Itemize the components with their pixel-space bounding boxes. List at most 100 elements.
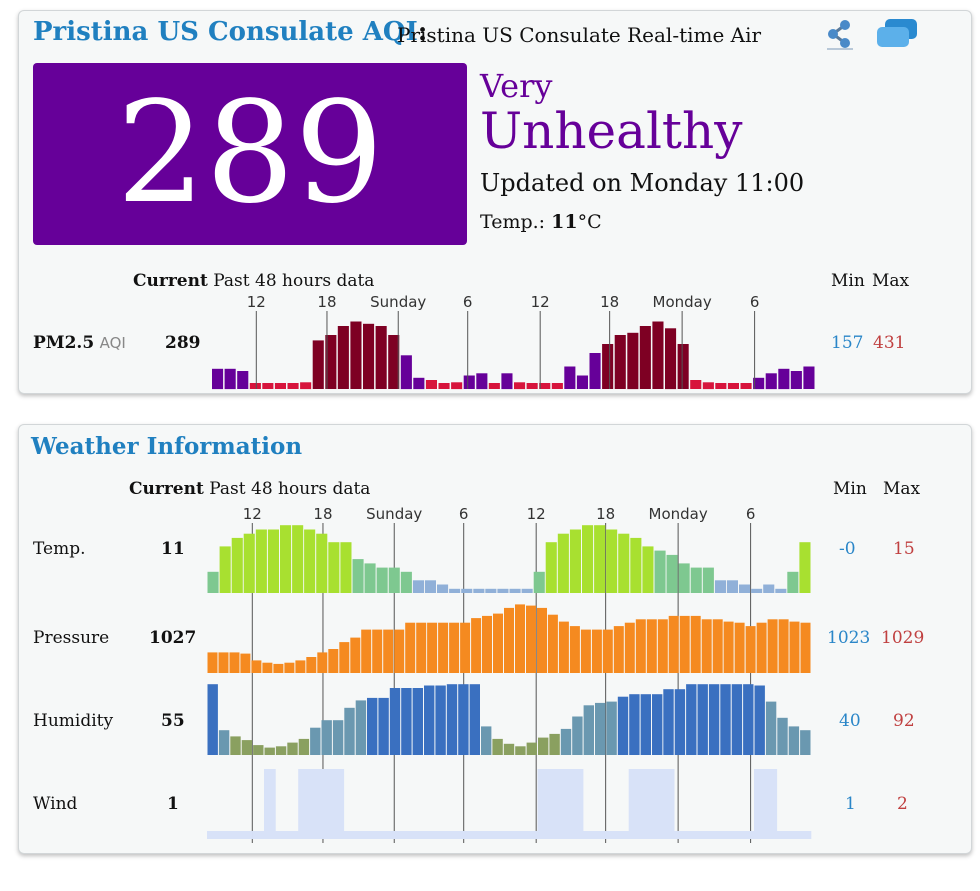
pressure-bar <box>295 660 306 673</box>
wind-bar <box>207 831 219 839</box>
humidity-bar <box>617 696 629 755</box>
temp-bar <box>388 567 400 593</box>
wind-row-max: 2 <box>897 794 908 814</box>
wind-bar <box>355 831 367 839</box>
humidity-bar <box>583 705 594 755</box>
pressure-bar <box>416 622 427 673</box>
wind-bar <box>754 769 766 839</box>
wind-bar <box>765 769 778 839</box>
pressure-bar <box>482 615 492 673</box>
temp-bar <box>328 542 340 593</box>
weather-tick-label: 12 <box>243 505 262 523</box>
pm25-bar <box>627 332 639 390</box>
humidity-bar <box>560 728 572 755</box>
humidity-bar <box>731 684 743 755</box>
pressure-bar <box>317 652 328 673</box>
pressure-bar <box>328 649 339 673</box>
header-max: Max <box>872 271 910 291</box>
weather-tick-label: 6 <box>459 505 469 523</box>
embed-widget-icon[interactable] <box>875 17 921 55</box>
temp-bar <box>557 533 569 593</box>
wind-bar <box>651 769 664 839</box>
pm25-tick-label: 18 <box>317 293 336 311</box>
pm25-bar <box>727 383 739 389</box>
pressure-bar <box>789 621 800 673</box>
pressure-bar <box>591 629 602 673</box>
wind-bar <box>377 831 390 839</box>
pressure-bar <box>668 615 679 673</box>
temp-bar <box>726 580 738 593</box>
temp-bar <box>364 563 376 593</box>
share-icon[interactable] <box>823 17 857 55</box>
pressure-bar <box>240 653 251 673</box>
temp-bar <box>207 571 219 593</box>
humidity-row-current: 55 <box>161 711 185 731</box>
wind-row-current: 1 <box>167 794 179 814</box>
pm25-bar <box>425 380 437 389</box>
wind-row-label: Wind <box>33 794 78 814</box>
temp-bar <box>473 588 485 593</box>
pressure-bar <box>646 619 657 673</box>
pm25-label: PM2.5 AQI <box>33 333 126 353</box>
humidity-bar <box>218 730 230 755</box>
station-title[interactable]: Pristina US Consulate AQI <box>33 17 418 47</box>
humidity-bar <box>378 697 389 755</box>
temp-bar <box>533 571 545 593</box>
humidity-bar <box>481 726 492 755</box>
wind-bar <box>594 831 607 839</box>
temp-bar <box>545 542 557 593</box>
wind-bar <box>719 831 732 839</box>
temp-unit: °C <box>577 211 602 233</box>
pm25-bar <box>790 371 802 389</box>
temp-bar <box>799 542 811 593</box>
wind-bar <box>537 769 550 839</box>
pm25-bar <box>778 368 790 390</box>
weather-tick-label: 6 <box>746 505 756 523</box>
pressure-bar <box>515 604 525 673</box>
pressure-bar <box>723 621 734 673</box>
pressure-bar <box>701 619 712 673</box>
pm25-bar <box>639 326 651 389</box>
weather-header-min: Min <box>833 479 867 499</box>
wind-bar <box>423 831 436 839</box>
pm25-bar <box>514 382 526 390</box>
pm25-bar <box>274 383 286 389</box>
temp-bar <box>400 571 412 593</box>
temp-bar <box>340 542 352 593</box>
temp-bar <box>618 533 630 593</box>
humidity-bar <box>697 684 708 755</box>
weather-header-max: Max <box>883 479 921 499</box>
pressure-bar <box>569 626 580 673</box>
wind-bar <box>799 831 812 839</box>
weather-header-past: Past 48 hours data <box>209 479 371 499</box>
pressure-bar <box>361 629 372 673</box>
pm25-bar <box>451 382 463 390</box>
pm25-bar <box>488 383 500 389</box>
pm25-tick-label: 12 <box>531 293 550 311</box>
aqi-level-line1: Very <box>480 67 553 105</box>
pm25-tick-label: Monday <box>653 293 712 311</box>
pm25-bar <box>237 371 249 389</box>
temp-bar <box>292 525 304 593</box>
pressure-bar <box>449 622 460 673</box>
pm25-bar <box>576 375 588 389</box>
humidity-bar <box>777 717 788 755</box>
wind-bar <box>640 769 652 839</box>
humidity-bar <box>458 684 469 755</box>
pm25-min: 157 <box>831 333 864 353</box>
pm25-bar <box>665 328 677 390</box>
pm25-bar <box>388 335 400 389</box>
wind-bar <box>514 831 527 839</box>
temp-bar <box>267 529 279 593</box>
pressure-bar <box>580 629 591 673</box>
temp-bar <box>243 533 255 593</box>
temp-bar <box>412 580 424 593</box>
weather-history-chart: 12 18 Sunday 6 12 18 Monday 6 <box>207 505 812 843</box>
pm25-max: 431 <box>873 333 906 353</box>
header-min: Min <box>831 271 865 291</box>
pressure-bar <box>547 614 558 673</box>
pm25-bar <box>212 368 224 390</box>
weather-tick-label: 18 <box>596 505 615 523</box>
humidity-row-max: 92 <box>893 711 915 731</box>
humidity-row-label: Humidity <box>33 711 114 731</box>
